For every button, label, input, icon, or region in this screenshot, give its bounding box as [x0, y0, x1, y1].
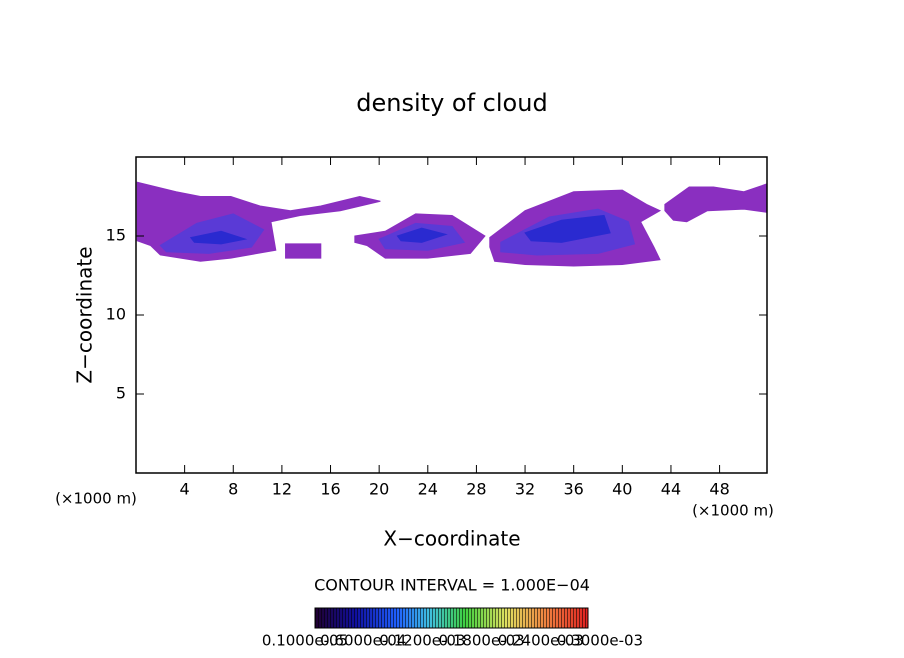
x-tick-label: 8: [228, 480, 238, 499]
x-tick-label: 44: [661, 480, 681, 499]
x-tick-label: 20: [369, 480, 389, 499]
colorbar-label: 0.1000e-05: [262, 632, 348, 650]
cloud-region: [285, 243, 322, 259]
colorbar-label: 0.1200e-03: [379, 632, 465, 650]
colorbar-label: 0.2400e-03: [498, 632, 584, 650]
x-tick-label: 32: [515, 480, 535, 499]
y-tick-label: 10: [106, 305, 126, 324]
cloud-region: [189, 230, 248, 245]
x-unit-label: (×1000 m): [55, 490, 137, 508]
x-unit-label: (×1000 m): [692, 502, 774, 520]
cloud-region: [664, 183, 768, 223]
y-axis-label: Z−coordinate: [73, 246, 97, 383]
x-tick-label: 48: [709, 480, 729, 499]
colorbar-label: 0.1800e-03: [438, 632, 524, 650]
x-axis-label: X−coordinate: [383, 527, 520, 551]
cloud-region: [396, 227, 448, 243]
contour-note: CONTOUR INTERVAL = 1.000E−04: [314, 576, 590, 595]
x-tick-label: 28: [466, 480, 486, 499]
chart-title: density of cloud: [356, 89, 547, 117]
x-tick-label: 4: [180, 480, 190, 499]
y-tick-label: 15: [106, 226, 126, 245]
x-tick-label: 24: [418, 480, 438, 499]
y-tick-label: 5: [116, 384, 126, 403]
x-tick-label: 12: [272, 480, 292, 499]
x-tick-label: 36: [564, 480, 584, 499]
x-tick-label: 40: [612, 480, 632, 499]
colorbar-label: 0.3000e-03: [557, 632, 643, 650]
cloud-region: [524, 214, 611, 243]
colorbar-stripes: [315, 608, 588, 628]
x-tick-label: 16: [320, 480, 340, 499]
colorbar-label: 0.6000e-04: [320, 632, 406, 650]
